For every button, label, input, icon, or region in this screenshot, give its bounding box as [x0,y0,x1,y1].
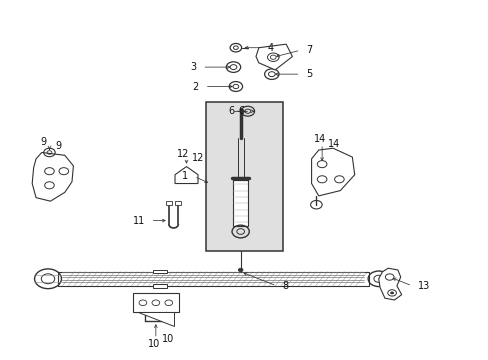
Text: 10: 10 [147,339,160,349]
Bar [175,201,181,205]
Polygon shape [311,148,354,196]
Polygon shape [378,268,401,300]
Polygon shape [32,153,73,201]
Bar [165,201,171,205]
Text: 10: 10 [161,334,174,344]
Text: 4: 4 [267,43,274,53]
Text: 7: 7 [305,45,312,55]
Text: 1: 1 [182,171,188,181]
Text: 11: 11 [132,216,144,226]
Text: 3: 3 [190,62,196,72]
Text: 9: 9 [55,141,61,152]
Text: 12: 12 [192,153,204,163]
Text: 9: 9 [41,137,47,147]
Text: 6: 6 [228,106,234,116]
Bar [153,284,166,288]
Polygon shape [138,312,174,327]
Text: 8: 8 [282,281,288,291]
Bar [133,293,179,312]
Bar [153,270,166,274]
Text: 13: 13 [417,281,429,291]
Text: 2: 2 [192,81,199,91]
Text: 14: 14 [327,139,340,149]
Bar [233,180,247,226]
Polygon shape [175,167,198,184]
Text: 12: 12 [177,149,189,158]
Circle shape [238,268,243,272]
Circle shape [389,292,393,294]
Bar [58,272,368,286]
Bar [206,102,282,251]
Polygon shape [256,44,292,70]
Text: 5: 5 [305,69,312,79]
Text: 6: 6 [238,106,244,116]
Text: 14: 14 [313,134,325,144]
